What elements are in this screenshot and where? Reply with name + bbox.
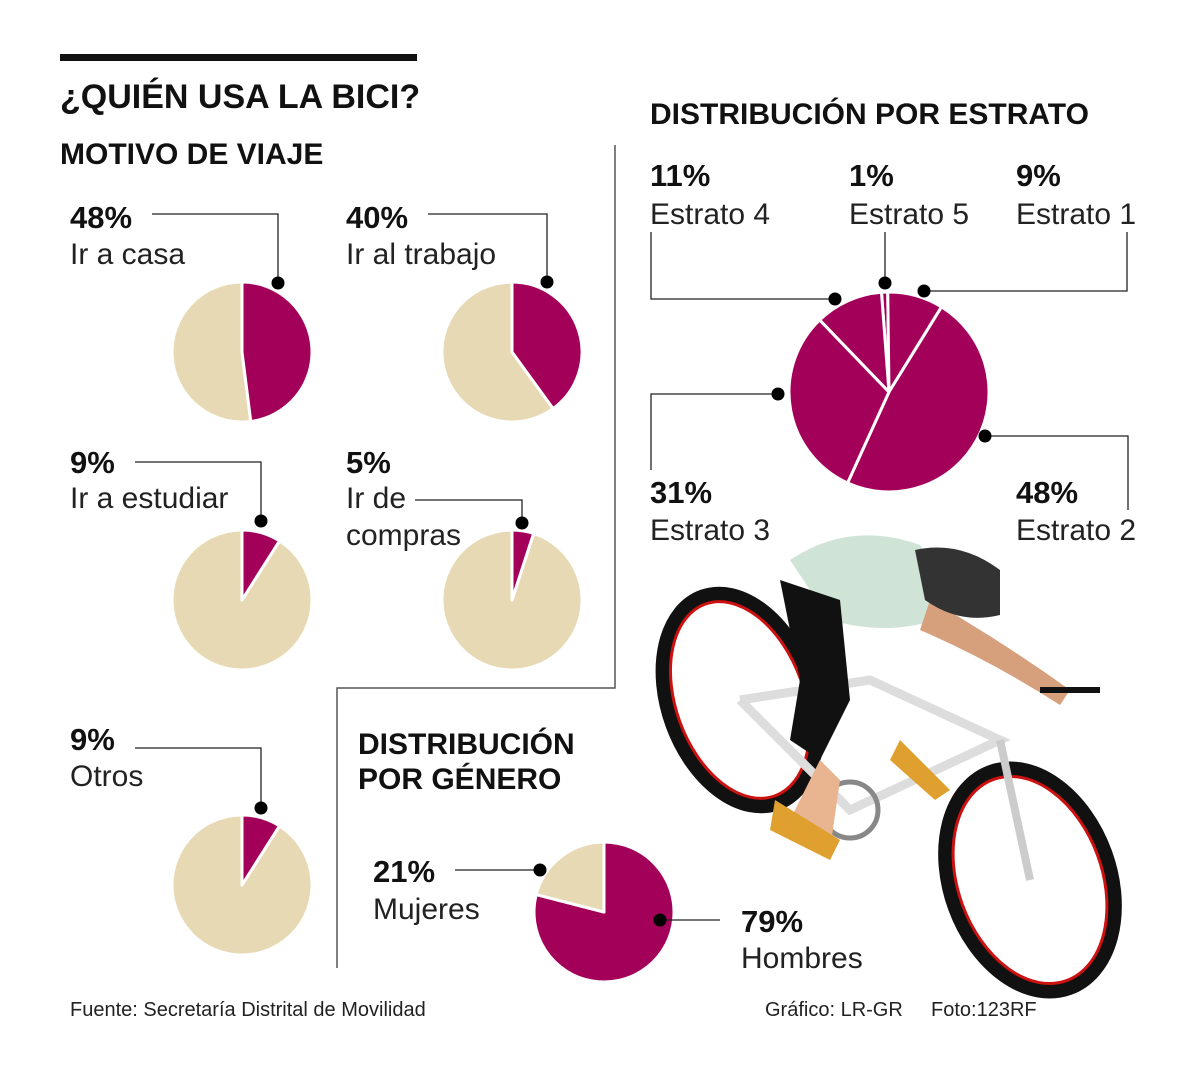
pct-estrato-5: 1% xyxy=(849,158,894,193)
pct-estrato-4: 11% xyxy=(650,158,711,193)
estrato-5-dot xyxy=(878,276,892,290)
pie-rest-ir-al-trabajo xyxy=(440,280,555,424)
ir-al-trabajo-leader xyxy=(428,213,548,282)
estrato-4-dot xyxy=(828,292,842,306)
estrato-2-dot xyxy=(978,429,992,443)
genero-title-line2: POR GÉNERO xyxy=(358,763,562,796)
pct-ir-a-estudiar: 9% xyxy=(70,445,115,480)
pie-slice-estrato-2 xyxy=(846,305,991,494)
estrato-1-leader xyxy=(924,232,1128,292)
pie-slice-estrato-3 xyxy=(787,318,891,485)
label-ir-de-compras-1: Ir de xyxy=(346,482,407,515)
otros-dot xyxy=(254,801,268,815)
pie-slice-estrato-4 xyxy=(818,290,891,394)
otros-leader xyxy=(135,747,262,808)
pct-ir-al-trabajo: 40% xyxy=(346,200,409,235)
cyclist-illustration xyxy=(655,535,1122,999)
graphic-credit: Gráfico: LR-GR xyxy=(765,999,903,1021)
label-otros: Otros xyxy=(70,760,144,793)
motivo-title: MOTIVO DE VIAJE xyxy=(60,138,324,171)
ir-a-casa-dot xyxy=(271,276,285,290)
pie-slice-ir-a-casa xyxy=(240,280,314,423)
pct-estrato-2: 48% xyxy=(1016,475,1079,510)
pct-ir-a-casa: 48% xyxy=(70,200,133,235)
estrato-title: DISTRIBUCIÓN POR ESTRATO xyxy=(650,98,1089,131)
label-estrato-2: Estrato 2 xyxy=(1016,514,1137,547)
ir-a-estudiar-dot xyxy=(254,514,268,528)
label-ir-a-casa: Ir a casa xyxy=(70,238,186,271)
pie-rest-ir-a-casa xyxy=(170,280,253,424)
ir-a-estudiar-leader xyxy=(135,461,262,521)
label-estrato-3: Estrato 3 xyxy=(650,514,771,547)
estrato-3-dot xyxy=(771,387,785,401)
ir-al-trabajo-dot xyxy=(540,275,554,289)
label-estrato-1: Estrato 1 xyxy=(1016,198,1137,231)
estrato-3-leader xyxy=(650,393,778,470)
mujeres-dot xyxy=(533,863,547,877)
estrato-1-dot xyxy=(917,284,931,298)
label-hombres: Hombres xyxy=(741,942,863,975)
label-ir-a-estudiar: Ir a estudiar xyxy=(70,482,229,515)
pie-slice-ir-de-compras xyxy=(510,528,536,602)
photo-credit: Foto:123RF xyxy=(931,999,1037,1021)
hombres-dot xyxy=(653,913,667,927)
pie-slice-ir-al-trabajo xyxy=(510,280,584,411)
label-estrato-5: Estrato 5 xyxy=(849,198,970,231)
ir-de-compras-dot xyxy=(515,516,529,530)
pie-slice-mujeres xyxy=(534,840,606,914)
pct-estrato-1: 9% xyxy=(1016,158,1061,193)
genero-title-line1: DISTRIBUCIÓN xyxy=(358,728,575,761)
source-note: Fuente: Secretaría Distrital de Movilida… xyxy=(70,999,426,1021)
pct-hombres: 79% xyxy=(741,904,804,939)
main-title: ¿QUIÉN USA LA BICI? xyxy=(60,78,421,116)
label-ir-de-compras-2: compras xyxy=(346,519,462,552)
section-divider xyxy=(336,145,616,968)
label-estrato-4: Estrato 4 xyxy=(650,198,771,231)
pct-otros: 9% xyxy=(70,722,115,757)
label-ir-al-trabajo: Ir al trabajo xyxy=(346,238,497,271)
pie-slice-otros xyxy=(240,813,282,887)
ir-a-casa-leader xyxy=(152,213,279,283)
estrato-4-leader xyxy=(650,232,835,300)
label-mujeres: Mujeres xyxy=(373,893,480,926)
title-bar xyxy=(60,54,417,61)
estrato-2-leader xyxy=(985,435,1129,510)
ir-de-compras-leader xyxy=(415,499,523,523)
pct-mujeres: 21% xyxy=(373,854,436,889)
pct-estrato-3: 31% xyxy=(650,475,713,510)
pie-slice-ir-a-estudiar xyxy=(240,528,282,602)
pct-ir-de-compras: 5% xyxy=(346,445,391,480)
